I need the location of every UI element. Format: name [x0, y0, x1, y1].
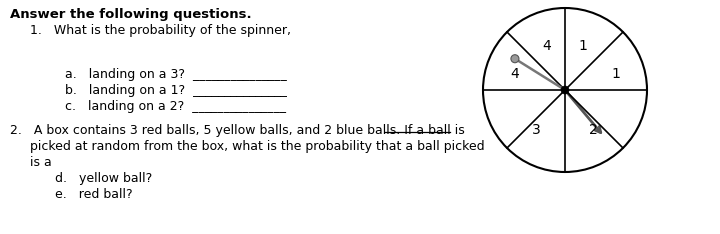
Text: 1.   What is the probability of the spinner,: 1. What is the probability of the spinne…	[30, 24, 291, 37]
Text: b.   landing on a 1?  _______________: b. landing on a 1? _______________	[65, 84, 287, 97]
Text: 2.   A box contains 3 red balls, 5 yellow balls, and 2 blue balls. If a ball is: 2. A box contains 3 red balls, 5 yellow …	[10, 124, 464, 137]
Text: 3: 3	[532, 123, 541, 137]
Text: 1: 1	[578, 39, 588, 53]
Text: d.   yellow ball?: d. yellow ball?	[55, 172, 152, 185]
Text: e.   red ball?: e. red ball?	[55, 188, 132, 201]
Text: is a: is a	[30, 156, 52, 169]
Circle shape	[561, 86, 569, 94]
Text: picked at random from the box, what is the probability that a ball picked: picked at random from the box, what is t…	[30, 140, 485, 153]
Text: 1: 1	[611, 66, 620, 80]
Text: 2: 2	[589, 123, 598, 137]
Text: a.   landing on a 3?  _______________: a. landing on a 3? _______________	[65, 68, 287, 81]
Circle shape	[511, 55, 519, 63]
Text: Answer the following questions.: Answer the following questions.	[10, 8, 251, 21]
Text: 4: 4	[510, 66, 518, 80]
Text: c.   landing on a 2?  _______________: c. landing on a 2? _______________	[65, 100, 286, 113]
Text: 4: 4	[543, 39, 552, 53]
